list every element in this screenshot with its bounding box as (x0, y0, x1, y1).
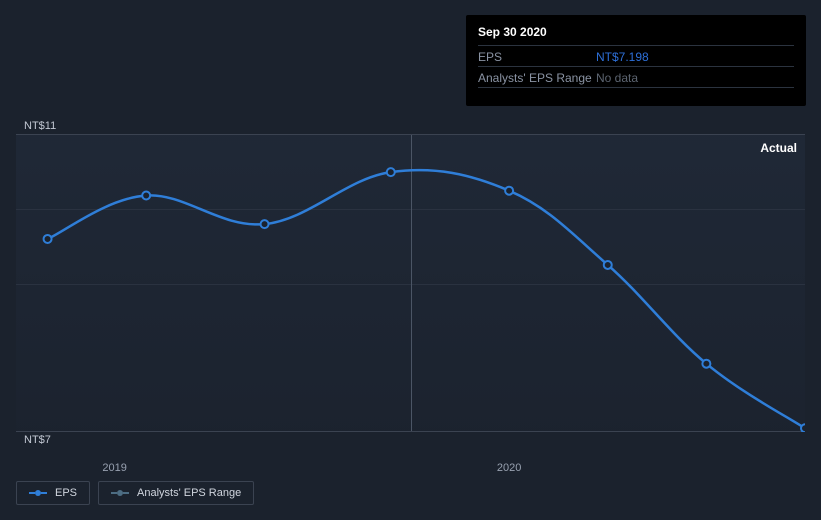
tooltip-label: EPS (478, 50, 596, 64)
legend-swatch-icon (29, 490, 47, 496)
tooltip-row-range: Analysts' EPS Range No data (478, 67, 794, 88)
chart-series-svg (16, 135, 805, 432)
legend-label: EPS (55, 487, 77, 499)
x-axis: 2019 2020 (16, 462, 805, 478)
chart-plot-area[interactable]: Actual (16, 134, 805, 431)
y-axis-bottom-label: NT$7 (16, 431, 805, 446)
tooltip-value: No data (596, 71, 638, 85)
legend-swatch-icon (111, 490, 129, 496)
tooltip-label: Analysts' EPS Range (478, 71, 596, 85)
tooltip-row-eps: EPS NT$7.198 (478, 46, 794, 67)
chart-tooltip: Sep 30 2020 EPS NT$7.198 Analysts' EPS R… (466, 15, 806, 106)
y-axis-top-label: NT$11 (16, 120, 805, 134)
x-axis-tick: 2020 (497, 462, 521, 474)
x-axis-tick: 2019 (102, 462, 126, 474)
legend-item-eps[interactable]: EPS (16, 481, 90, 505)
chart-legend: EPS Analysts' EPS Range (16, 481, 254, 505)
legend-label: Analysts' EPS Range (137, 487, 241, 499)
legend-item-range[interactable]: Analysts' EPS Range (98, 481, 254, 505)
tooltip-value: NT$7.198 (596, 50, 649, 64)
tooltip-date: Sep 30 2020 (478, 25, 794, 46)
eps-chart: NT$11 Actual NT$7 2019 2020 (16, 120, 805, 478)
